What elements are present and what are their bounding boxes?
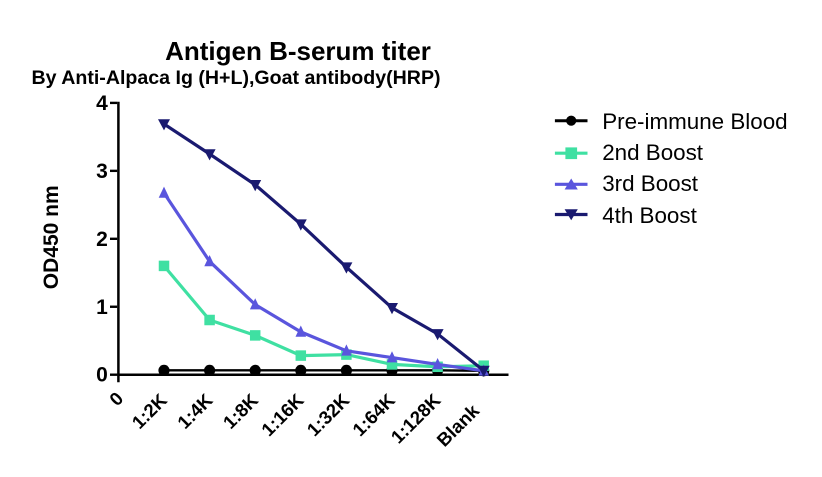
svg-text:3rd Boost: 3rd Boost — [602, 171, 699, 196]
svg-text:2: 2 — [96, 228, 108, 251]
svg-text:4: 4 — [96, 92, 108, 115]
svg-text:Antigen B-serum titer: Antigen B-serum titer — [165, 36, 431, 66]
svg-text:4th Boost: 4th Boost — [602, 203, 697, 228]
svg-text:OD450 nm: OD450 nm — [40, 185, 63, 289]
svg-text:3: 3 — [96, 160, 108, 183]
svg-text:1: 1 — [96, 296, 108, 319]
svg-text:Pre-immune Blood: Pre-immune Blood — [602, 109, 787, 134]
svg-text:2nd Boost: 2nd Boost — [602, 140, 704, 165]
svg-text:By Anti-Alpaca Ig (H+L),Goat a: By Anti-Alpaca Ig (H+L),Goat antibody(HR… — [31, 67, 440, 89]
svg-text:0: 0 — [96, 364, 108, 387]
